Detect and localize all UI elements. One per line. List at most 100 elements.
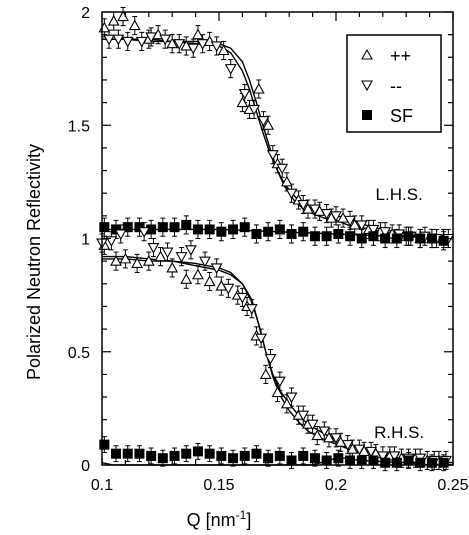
point-rhs-pp [110, 255, 122, 266]
point-lhs-mm [320, 209, 333, 220]
point-lhs-pp [252, 82, 265, 94]
point-rhs-sf [321, 455, 332, 466]
point-lhs-sf [228, 224, 239, 235]
point-rhs-sf [169, 450, 180, 461]
point-rhs-mm [236, 292, 249, 304]
point-lhs-pp [301, 202, 314, 214]
point-lhs-pp [262, 119, 275, 130]
point-lhs-pp [128, 19, 141, 31]
point-rhs-mm [210, 263, 223, 275]
point-rhs-mm [161, 247, 174, 259]
point-rhs-mm [114, 229, 127, 241]
point-rhs-pp [180, 273, 193, 284]
point-lhs-sf [99, 222, 110, 233]
point-rhs-mm [255, 333, 268, 345]
point-rhs-sf [192, 446, 203, 457]
x-tick-label: 0.1 [91, 477, 113, 494]
point-lhs-mm [276, 163, 289, 175]
point-rhs-sf [368, 455, 379, 466]
point-rhs-sf [263, 453, 274, 464]
point-rhs-sf [356, 455, 367, 466]
point-lhs-sf [286, 228, 297, 239]
point-rhs-mm [184, 245, 197, 256]
point-lhs-sf [181, 219, 192, 230]
point-rhs-mm [330, 433, 342, 444]
point-lhs-sf [391, 233, 402, 244]
point-rhs-sf [181, 448, 192, 459]
point-rhs-sf [111, 448, 122, 459]
x-tick-label: 0.15 [203, 477, 234, 494]
point-rhs-sf [157, 453, 168, 464]
point-rhs-mm [297, 410, 310, 422]
legend-marker-mm [361, 80, 373, 92]
point-lhs-sf [415, 233, 426, 244]
point-lhs-mm [297, 199, 310, 211]
point-lhs-sf [122, 222, 133, 233]
point-rhs-sf [99, 439, 110, 450]
point-lhs-mm [330, 211, 342, 222]
x-axis-title-exponent: -1 [236, 508, 247, 522]
x-axis-title-main: Q [nm [187, 510, 236, 530]
x-axis-title: Q [nm-1] [187, 508, 252, 530]
point-lhs-sf [345, 231, 356, 242]
point-rhs-pp [203, 275, 216, 287]
point-lhs-mm [196, 39, 209, 50]
point-rhs-pp [154, 250, 167, 262]
point-lhs-mm [145, 32, 158, 44]
point-rhs-mm [138, 227, 151, 238]
point-rhs-mm [147, 243, 160, 254]
data-markers [96, 10, 455, 468]
point-rhs-sf [204, 448, 215, 459]
point-rhs-mm [388, 451, 401, 463]
point-rhs-pp [192, 268, 204, 280]
point-lhs-sf [239, 222, 250, 233]
point-lhs-sf [251, 228, 262, 239]
point-rhs-sf [333, 453, 344, 464]
point-rhs-sf [403, 455, 414, 466]
point-lhs-mm [103, 34, 115, 46]
legend-marker-pp [361, 48, 373, 60]
lhs-label: L.H.S. [376, 185, 423, 204]
point-rhs-mm [353, 444, 366, 456]
point-rhs-sf [309, 453, 320, 464]
point-rhs-mm [199, 256, 211, 268]
point-lhs-pp [348, 218, 361, 230]
point-lhs-pp [192, 28, 204, 40]
point-rhs-sf [345, 455, 356, 466]
point-rhs-sf [122, 448, 133, 459]
point-lhs-sf [426, 233, 437, 244]
point-rhs-sf [298, 450, 309, 461]
legend-marker-sf [362, 110, 372, 120]
x-tick-label: 0.2 [325, 477, 347, 494]
legend-label-mm: -- [390, 76, 402, 96]
point-lhs-sf [368, 231, 379, 242]
point-rhs-mm [341, 440, 354, 451]
point-lhs-mm [309, 204, 321, 216]
point-rhs-pp [259, 368, 272, 379]
point-rhs-mm [318, 426, 331, 438]
point-lhs-sf [380, 233, 391, 244]
point-lhs-sf [333, 228, 344, 239]
y-tick-label: 0 [81, 458, 90, 475]
point-lhs-mm [248, 104, 261, 116]
point-lhs-mm [238, 88, 251, 100]
axis-ticks [101, 11, 454, 466]
point-lhs-mm [285, 188, 298, 200]
point-lhs-pp [166, 37, 179, 49]
point-lhs-sf [263, 226, 274, 237]
point-rhs-pp [323, 431, 335, 443]
x-axis-title-suffix: ] [246, 510, 251, 530]
point-lhs-sf [192, 224, 203, 235]
point-lhs-mm [367, 224, 380, 236]
point-lhs-sf [403, 231, 414, 242]
point-lhs-mm [173, 39, 186, 50]
point-lhs-mm [379, 227, 392, 238]
point-rhs-mm [376, 451, 389, 463]
point-rhs-sf [251, 448, 262, 459]
point-lhs-sf [298, 226, 309, 237]
y-axis-title: Polarized Neutron Reflectivity [24, 144, 44, 380]
point-lhs-sf [146, 224, 157, 235]
point-rhs-sf [216, 450, 227, 461]
legend: ++ -- SF [346, 34, 442, 133]
